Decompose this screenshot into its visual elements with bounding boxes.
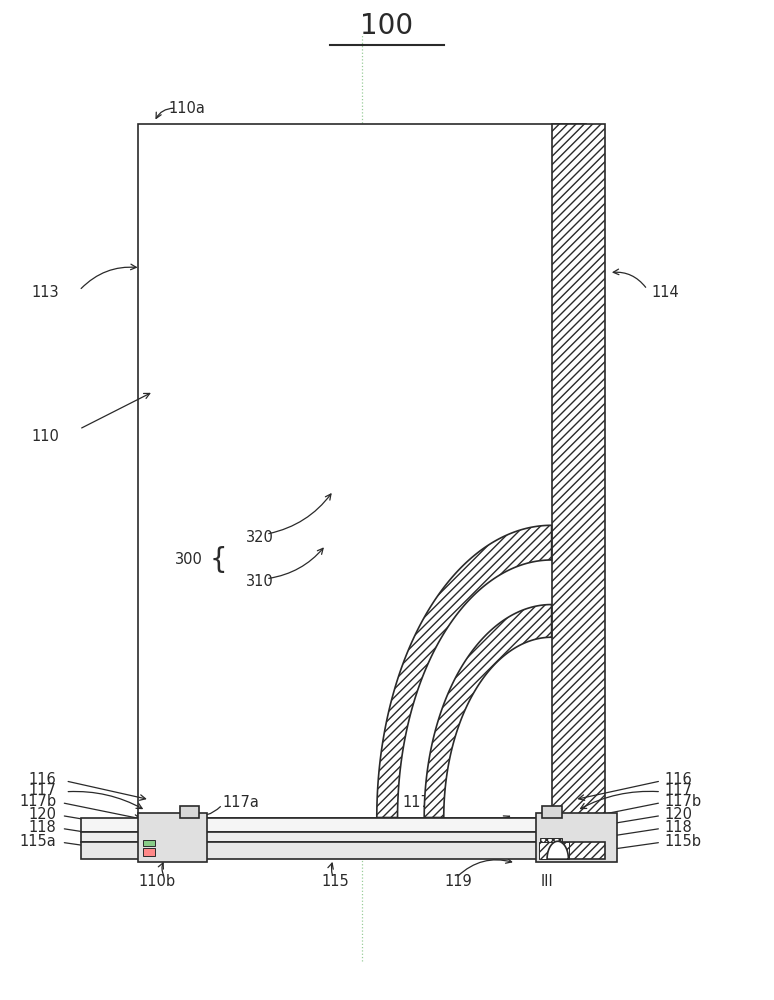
- Text: 114: 114: [651, 285, 679, 300]
- Text: 120: 120: [28, 807, 57, 822]
- Text: {: {: [209, 546, 227, 574]
- Text: 110a: 110a: [169, 101, 206, 116]
- Text: 115b: 115b: [664, 834, 701, 849]
- Bar: [539, 842, 569, 859]
- Text: 116: 116: [29, 772, 57, 787]
- Text: 118: 118: [664, 820, 692, 835]
- Bar: [552, 124, 605, 842]
- Polygon shape: [377, 525, 552, 818]
- Text: 117b: 117b: [664, 794, 701, 809]
- Bar: [543, 806, 562, 818]
- Text: 115a: 115a: [19, 834, 57, 849]
- Bar: [80, 832, 605, 842]
- Polygon shape: [547, 841, 568, 859]
- Text: 117: 117: [29, 783, 57, 798]
- Bar: [536, 813, 617, 862]
- Text: 110: 110: [32, 429, 60, 444]
- Text: 300: 300: [176, 552, 204, 567]
- Text: 320: 320: [246, 530, 274, 545]
- Text: 100: 100: [361, 12, 413, 40]
- Text: III: III: [540, 874, 553, 889]
- Text: 113: 113: [32, 285, 60, 300]
- Text: 310: 310: [246, 574, 274, 589]
- Bar: [142, 840, 155, 846]
- Text: 117b: 117b: [19, 794, 57, 809]
- Text: 110b: 110b: [138, 874, 175, 889]
- Text: 118: 118: [29, 820, 57, 835]
- Text: 119: 119: [444, 874, 472, 889]
- Bar: [80, 842, 605, 859]
- Bar: [540, 838, 562, 848]
- Text: 116: 116: [664, 772, 692, 787]
- Text: 120: 120: [664, 807, 692, 822]
- Text: 117a: 117a: [402, 795, 439, 810]
- Text: 115: 115: [322, 874, 350, 889]
- Bar: [142, 848, 155, 856]
- Bar: [138, 124, 586, 818]
- Text: 117a: 117a: [222, 795, 259, 810]
- Polygon shape: [424, 605, 552, 818]
- Text: 117: 117: [664, 783, 692, 798]
- Bar: [541, 851, 553, 859]
- Bar: [180, 806, 200, 818]
- Bar: [552, 842, 605, 859]
- Bar: [138, 813, 207, 862]
- Bar: [80, 818, 605, 832]
